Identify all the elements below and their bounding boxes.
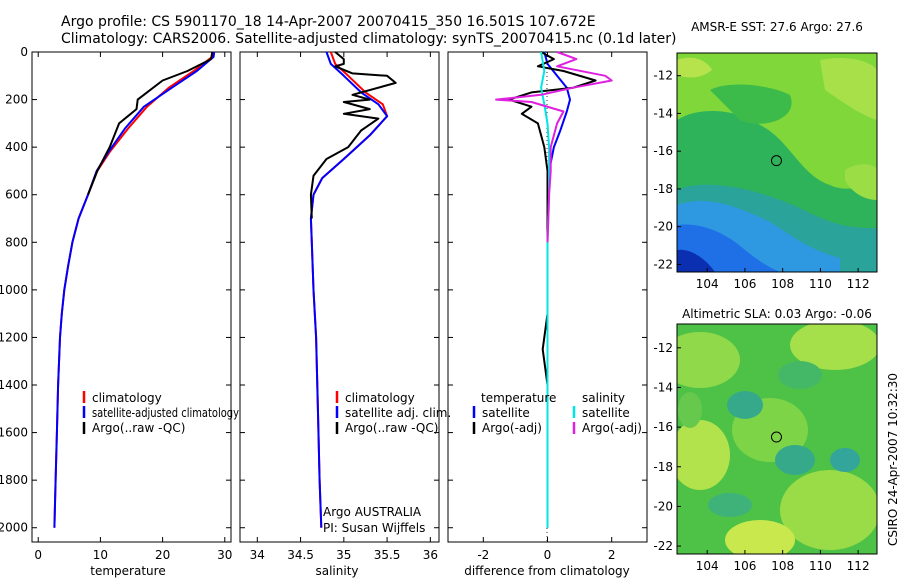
sst-argo-position-marker: [770, 155, 782, 167]
y-tick-label: 800: [5, 235, 28, 249]
map-y-tick-label: -16: [653, 420, 673, 434]
sla-map-title: Altimetric SLA: 0.03 Argo: -0.06: [682, 307, 872, 321]
map-y-tick-label: -20: [653, 220, 673, 234]
map-x-tick-label: 104: [696, 559, 719, 573]
series-line-argo-raw-qc: [87, 51, 214, 196]
sst-map-frame: [676, 52, 878, 273]
legend-label-satellite-adj: satellite adj. clim.: [345, 406, 451, 420]
map-y-tick-label: -18: [653, 460, 673, 474]
sst-map-title: AMSR-E SST: 27.6 Argo: 27.6: [691, 20, 863, 34]
difference-panel: -2 0 2 difference from climatology tempera…: [447, 51, 648, 578]
legend-label-sal-argo: Argo(-adj): [582, 421, 642, 435]
x-tick-label: 20: [155, 548, 170, 562]
x-tick-label: 34.5: [287, 548, 314, 562]
x-tick-label: 35: [336, 548, 351, 562]
legend-label-argo: Argo(..raw -QC): [92, 421, 185, 435]
x-tick-label: 30: [217, 548, 232, 562]
sla-map-panel: Altimetric SLA: 0.03 Argo: -0.06 104 106 1…: [653, 307, 878, 573]
sst-map-panel: AMSR-E SST: 27.6 Argo: 27.6 104 106 108 110…: [653, 20, 878, 291]
y-tick-label: 1400: [0, 378, 28, 392]
legend-label-argo: Argo(..raw -QC): [345, 421, 438, 435]
series-line-argo-raw-qc: [309, 51, 397, 219]
map-x-tick-label: 104: [696, 277, 719, 291]
legend-header-temperature: temperature: [481, 391, 556, 405]
map-y-tick-label: -12: [653, 341, 673, 355]
map-y-tick-label: -20: [653, 499, 673, 513]
map-y-tick-label: -12: [653, 69, 673, 83]
y-tick-label: 600: [5, 188, 28, 202]
salinity-legend: climatology satellite adj. clim. Argo(..…: [335, 391, 451, 435]
y-tick-label: 400: [5, 140, 28, 154]
map-x-tick-label: 112: [847, 559, 870, 573]
map-y-tick-label: -22: [653, 539, 673, 553]
x-tick-label: 0: [34, 548, 42, 562]
map-x-tick-label: 108: [771, 559, 794, 573]
x-tick-label: 0: [544, 548, 552, 562]
map-x-tick-label: 110: [809, 559, 832, 573]
x-tick-label: 10: [93, 548, 108, 562]
series-line-salinity-argo-adj: [495, 51, 613, 243]
series-line-climatology: [53, 51, 216, 528]
map-y-tick-label: -18: [653, 182, 673, 196]
map-x-tick-label: 112: [847, 277, 870, 291]
map-x-tick-label: 106: [733, 559, 756, 573]
legend-label-temp-argo: Argo(-adj): [482, 421, 542, 435]
map-x-tick-label: 106: [733, 277, 756, 291]
y-tick-label: 1000: [0, 283, 28, 297]
series-line-satellite-adj-clim: [309, 51, 389, 528]
y-tick-label: 1200: [0, 330, 28, 344]
x-tick-label: 34: [250, 548, 265, 562]
series-line-climatology: [309, 51, 389, 528]
series-line-salinity-satellite: [540, 51, 551, 528]
map-y-tick-label: -14: [653, 380, 673, 394]
footer-credit: CSIRO 24-Apr-2007 10:32:30: [886, 373, 900, 546]
sst-heatmap: [677, 53, 877, 272]
y-tick-label: 2000: [0, 521, 28, 535]
legend-label-satellite-adjusted: satellite-adjusted climatology: [92, 406, 239, 420]
y-tick-label: 1800: [0, 473, 28, 487]
temperature-legend: climatology satellite-adjusted climatolo…: [82, 391, 239, 435]
x-tick-label: -2: [477, 548, 489, 562]
salinity-xlabel: salinity: [315, 564, 358, 578]
map-y-tick-label: -14: [653, 106, 673, 120]
legend-label-climatology: climatology: [92, 391, 162, 405]
sla-map-frame: [676, 323, 878, 555]
argo-program-note: Argo AUSTRALIA: [323, 505, 422, 519]
x-tick-label: 35.5: [374, 548, 401, 562]
temperature-axes-box: [31, 51, 232, 543]
legend-label-sal-satellite: satellite: [582, 406, 630, 420]
map-x-tick-label: 108: [771, 277, 794, 291]
temperature-xlabel: temperature: [90, 564, 165, 578]
figure-title-line2: Climatology: CARS2006. Satellite-adjuste…: [61, 31, 676, 47]
map-x-tick-label: 110: [809, 277, 832, 291]
legend-label-temp-satellite: satellite: [482, 406, 530, 420]
y-tick-label: 0: [20, 45, 28, 59]
sla-argo-position-marker: [770, 431, 782, 443]
map-y-tick-label: -22: [653, 257, 673, 271]
pi-note: PI: Susan Wijffels: [323, 521, 425, 535]
sla-heatmap: [677, 324, 877, 554]
x-tick-label: 36: [423, 548, 438, 562]
figure-title-line1: Argo profile: CS 5901170_18 14-Apr-2007 …: [61, 14, 596, 30]
map-y-tick-label: -16: [653, 144, 673, 158]
difference-xlabel: difference from climatology: [464, 564, 630, 578]
series-line-satellite-adjusted-climatology: [53, 51, 216, 528]
y-tick-label: 1600: [0, 426, 28, 440]
x-tick-label: 2: [608, 548, 616, 562]
legend-header-salinity: salinity: [582, 391, 625, 405]
legend-label-climatology: climatology: [345, 391, 415, 405]
difference-legend: temperature salinity satellite Argo(-adj…: [472, 391, 642, 435]
salinity-axes-box: [239, 51, 440, 543]
y-tick-label: 200: [5, 93, 28, 107]
temperature-panel: 0 10 20 30 0 200 400 600 800 1000 1200 1400 1600 1800…: [0, 45, 239, 578]
salinity-panel: 34 34.5 35 35.5 36 salinity climatology sate…: [239, 51, 451, 578]
